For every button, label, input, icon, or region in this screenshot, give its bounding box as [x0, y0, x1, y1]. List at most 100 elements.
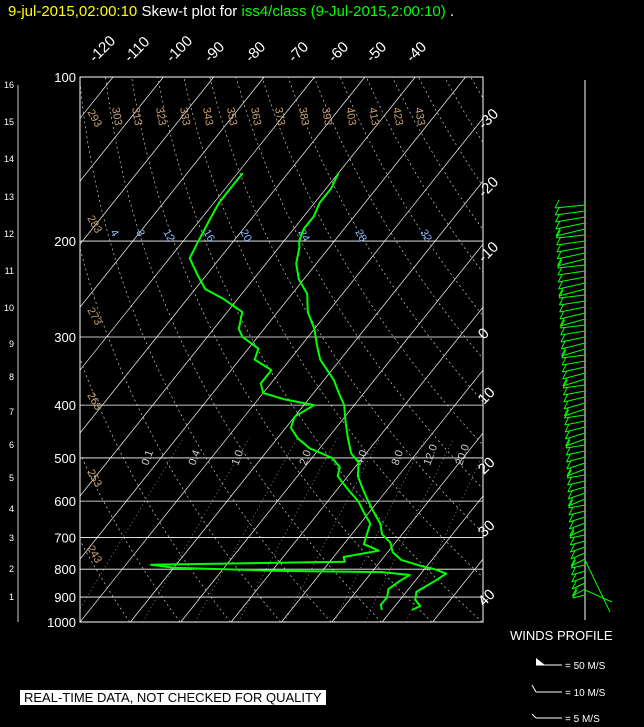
- wind-barb: [567, 480, 586, 486]
- wind-barb: [570, 552, 586, 560]
- wind-barb: [566, 456, 586, 463]
- altitude-tick-label: 11: [5, 266, 14, 276]
- pressure-tick-label: 700: [54, 531, 76, 546]
- plot-frame: [79, 76, 484, 623]
- mixing-ratio-label: 32: [417, 228, 434, 245]
- mixing-ratio-label-lower: 12.0: [422, 443, 441, 467]
- wind-barb-flag: [563, 393, 569, 403]
- header-title-source: iss4/class (9-Jul-2015,2:00:10): [241, 3, 446, 20]
- dry-adiabat-label-left: 293: [84, 108, 104, 130]
- wind-barb: [556, 234, 586, 239]
- wind-barb-flag: [567, 483, 573, 493]
- wind-barb: [568, 498, 586, 507]
- isotherm-line: [130, 180, 483, 622]
- pressure-tick-label: 600: [54, 494, 76, 509]
- wind-barb: [571, 576, 586, 583]
- dry-adiabat-label: 343: [200, 106, 215, 126]
- isotherm-label-right: 40: [475, 586, 499, 610]
- isotherm-line: [80, 77, 215, 245]
- isotherm-label-top: -40: [403, 38, 430, 65]
- isotherm-label-right: 0: [475, 325, 493, 343]
- isotherm-label-top: -80: [242, 38, 269, 65]
- dry-adiabat-label: 413: [366, 106, 381, 126]
- dry-adiabat-label-left: 273: [84, 306, 104, 328]
- wind-barb-flag: [561, 349, 567, 359]
- mixing-ratio-label: 4: [107, 228, 120, 239]
- dry-adiabat-line: [80, 247, 281, 622]
- wind-barb-flag: [568, 513, 574, 523]
- isotherm-label-top: -100: [163, 33, 196, 66]
- wind-legend-flag: [536, 658, 545, 665]
- wind-barb: [569, 522, 586, 530]
- isotherm-line: [80, 77, 416, 497]
- mixing-ratio-label: 28: [352, 228, 369, 245]
- wind-barb-flag: [569, 527, 575, 537]
- dry-adiabat-label: 323: [153, 106, 168, 126]
- quality-notice: REAL-TIME DATA, NOT CHECKED FOR QUALITY: [20, 690, 326, 705]
- wind-barb: [566, 462, 586, 470]
- wind-barb: [555, 216, 586, 223]
- dewpoint-profile-line: [150, 172, 411, 611]
- wind-barb: [567, 474, 586, 479]
- isotherm-label-top: -120: [86, 33, 119, 66]
- dry-adiabat-line: [183, 77, 483, 578]
- wind-barb: [554, 204, 586, 209]
- wind-barb-flag: [565, 437, 571, 447]
- wind-barb-flag: [559, 303, 565, 313]
- isotherm-label-top: -50: [363, 38, 390, 65]
- wind-barb-flag: [558, 280, 563, 290]
- wind-barb: [572, 594, 586, 599]
- wind-barb-flag: [571, 573, 577, 583]
- wind-barb: [562, 372, 586, 380]
- header-title-end: .: [449, 3, 455, 20]
- wind-barb-flag: [561, 347, 566, 357]
- wind-barb-flag: [571, 580, 577, 590]
- altitude-tick-label: 10: [4, 303, 14, 313]
- mixing-ratio-label-lower: 0.4: [187, 449, 204, 467]
- dry-adiabat-line: [80, 79, 332, 622]
- wind-barb: [563, 402, 586, 410]
- wind-barb-flag: [565, 446, 571, 456]
- wind-barb-flag: [565, 439, 571, 449]
- wind-legend-label: = 5 M/S: [565, 714, 600, 725]
- mixing-ratio-line: [284, 438, 381, 622]
- wind-barb: [571, 582, 586, 590]
- wind-barb: [564, 408, 586, 417]
- wind-barb-flag: [556, 243, 562, 253]
- winds-profile: [554, 80, 613, 620]
- header-title-prefix: Skew-t plot for: [141, 3, 242, 20]
- altitude-tick-label: 16: [4, 80, 14, 90]
- wind-barb-flag: [566, 467, 572, 477]
- dry-adiabat-line: [80, 539, 130, 622]
- dry-adiabat-line: [235, 77, 483, 490]
- altitude-tick-label: 14: [4, 154, 14, 164]
- dry-adiabat-label: 333: [177, 106, 192, 126]
- dry-adiabat-label: 313: [129, 106, 144, 126]
- isotherm-line: [80, 77, 164, 182]
- wind-barb: [556, 240, 586, 246]
- pressure-tick-label: 500: [54, 451, 76, 466]
- isotherm-label-top: -60: [325, 38, 352, 65]
- wind-barb: [567, 486, 586, 493]
- dry-adiabat-line: [287, 77, 483, 403]
- dry-adiabat-label-left: 253: [84, 468, 104, 490]
- wind-barb: [566, 450, 586, 456]
- wind-barb: [564, 420, 586, 426]
- wind-barb-flag: [572, 587, 577, 597]
- winds-profile-title: WINDS PROFILE: [510, 628, 613, 643]
- wind-barb: [564, 414, 586, 419]
- dry-adiabat-line: [418, 77, 483, 187]
- wind-barb-flag: [563, 400, 569, 410]
- grid-layer: [80, 77, 483, 622]
- dry-adiabat-line: [391, 77, 483, 231]
- wind-barb: [562, 360, 586, 366]
- altitude-tick-label: 9: [9, 339, 14, 349]
- wind-barb: [556, 246, 586, 253]
- wind-barb-flag: [557, 257, 562, 267]
- wind-barb-flag: [570, 543, 575, 553]
- altitude-tick-label: 2: [9, 564, 14, 574]
- wind-barb-flag: [555, 227, 561, 237]
- chart-header: 9-jul-2015,02:00:10 Skew-t plot for iss4…: [8, 3, 454, 20]
- isotherm-line: [80, 77, 315, 371]
